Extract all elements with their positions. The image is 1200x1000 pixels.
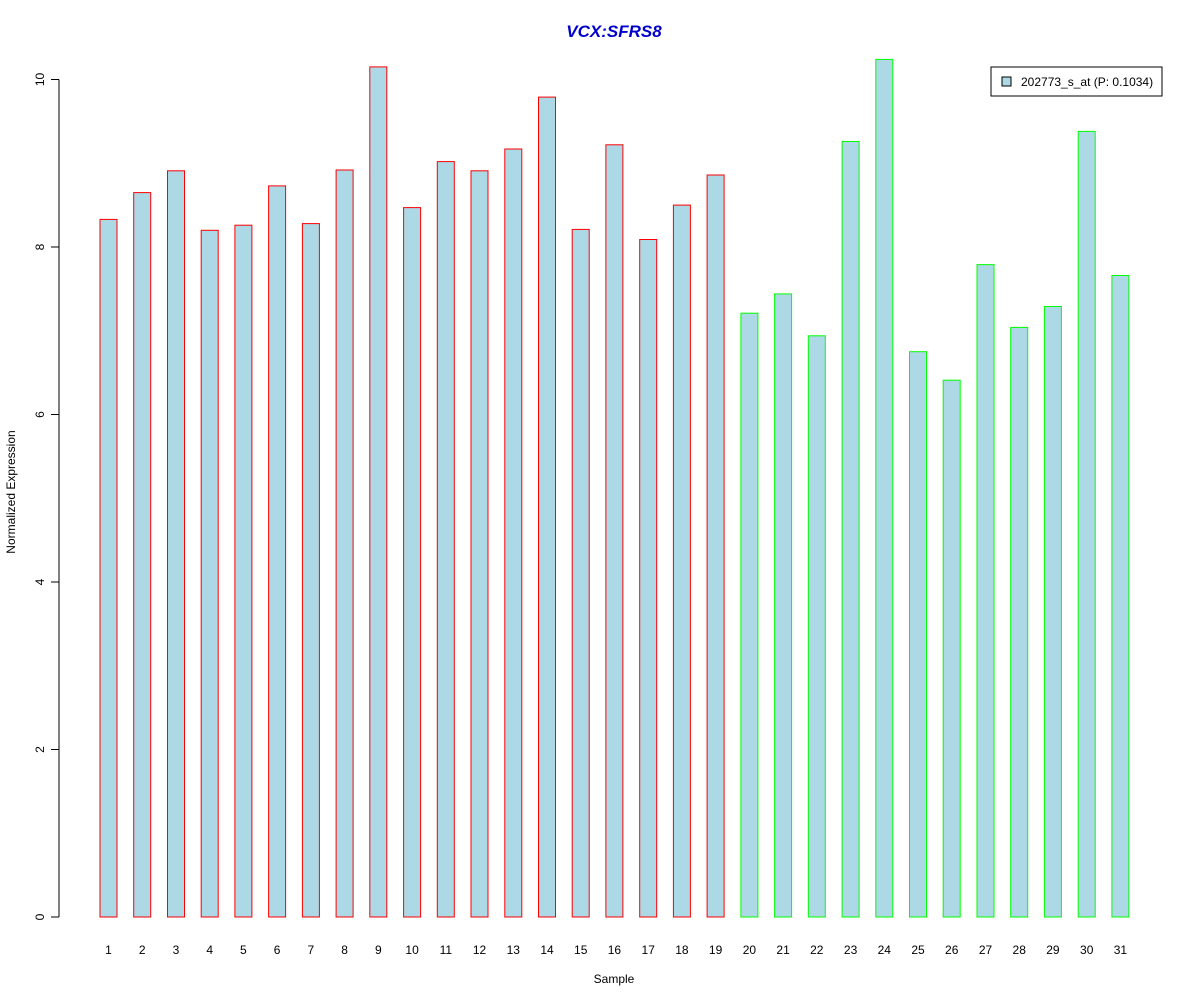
x-tick-label: 9 [375, 943, 382, 957]
y-axis: 0 2 4 6 8 10 [33, 73, 60, 920]
bar [740, 312, 759, 918]
x-tick-label: 27 [979, 943, 993, 957]
legend-swatch [1001, 76, 1012, 87]
bar [436, 161, 455, 918]
y-tick-label: 0 [33, 913, 47, 920]
bars [99, 58, 1130, 918]
x-tick-label: 4 [206, 943, 213, 957]
bar [875, 58, 894, 918]
x-tick-label: 30 [1080, 943, 1094, 957]
y-tick-label: 2 [33, 746, 47, 753]
x-tick-label: 3 [173, 943, 180, 957]
x-tick-label: 19 [709, 943, 723, 957]
x-tick-labels: 1 2 3 4 5 6 7 8 9 10 11 12 13 14 15 16 17 18 19 20 21 22 23 24 2… [105, 943, 1127, 957]
legend: 202773_s_at (P: 0.1034) [990, 66, 1163, 97]
bar [841, 141, 860, 918]
bar [672, 204, 691, 918]
bar [538, 96, 556, 918]
x-tick-label: 5 [240, 943, 247, 957]
bar [234, 224, 253, 918]
x-tick-label: 26 [945, 943, 959, 957]
y-tick-label: 4 [33, 578, 47, 585]
y-tick-label: 6 [33, 411, 47, 418]
x-tick-label: 23 [844, 943, 858, 957]
bar [470, 170, 489, 918]
bar [1077, 130, 1096, 918]
x-tick-label: 11 [440, 943, 453, 957]
bar [1043, 306, 1062, 918]
x-tick-label: 10 [405, 943, 419, 957]
bar [571, 228, 590, 918]
bar [976, 264, 995, 918]
x-tick-label: 24 [878, 943, 892, 957]
bar [909, 351, 927, 918]
x-tick-label: 25 [911, 943, 925, 957]
bar [369, 66, 388, 918]
x-tick-label: 16 [608, 943, 622, 957]
x-tick-label: 6 [274, 943, 281, 957]
bar [403, 207, 422, 918]
bar [639, 239, 658, 918]
x-tick-label: 7 [308, 943, 315, 957]
bar [200, 229, 219, 918]
bar [1111, 275, 1130, 918]
x-tick-label: 1 [105, 943, 112, 957]
chart-title: VCX:SFRS8 [566, 22, 662, 41]
bar [268, 185, 287, 918]
bar [774, 293, 793, 918]
x-tick-label: 28 [1013, 943, 1027, 957]
bar [133, 192, 152, 918]
x-tick-label: 20 [743, 943, 757, 957]
x-tick-label: 18 [675, 943, 689, 957]
x-tick-label: 31 [1114, 943, 1128, 957]
bar [335, 169, 354, 918]
y-axis-title: Normalized Expression [4, 430, 18, 553]
y-tick-label: 8 [33, 243, 47, 250]
bar [504, 148, 523, 918]
bar [99, 218, 118, 918]
x-tick-label: 14 [540, 943, 554, 957]
bar [1010, 326, 1029, 918]
legend-box [990, 66, 1163, 97]
y-tick-label: 10 [33, 73, 47, 87]
bar [167, 170, 185, 918]
bar [706, 174, 725, 918]
bar [807, 335, 826, 918]
x-tick-label: 21 [776, 943, 790, 957]
x-axis-title: Sample [594, 972, 635, 986]
bar [605, 144, 624, 918]
legend-label: 202773_s_at (P: 0.1034) [1021, 75, 1153, 89]
x-tick-label: 17 [642, 943, 656, 957]
x-tick-label: 22 [810, 943, 824, 957]
x-tick-label: 13 [507, 943, 521, 957]
bar [942, 379, 961, 918]
bar [301, 223, 320, 918]
x-tick-label: 29 [1046, 943, 1060, 957]
x-tick-label: 12 [473, 943, 487, 957]
x-tick-label: 8 [341, 943, 348, 957]
x-tick-label: 15 [574, 943, 588, 957]
x-tick-label: 2 [139, 943, 146, 957]
